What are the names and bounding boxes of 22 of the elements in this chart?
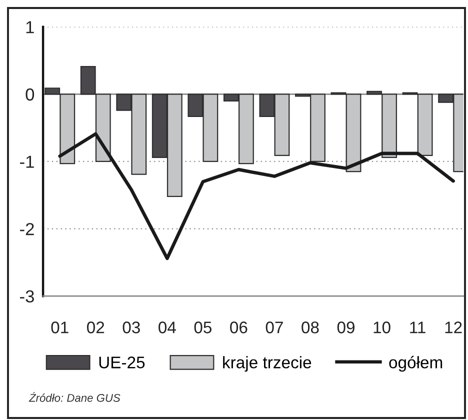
y-tick-label: 1 (26, 21, 34, 34)
x-tick-label: 09 (337, 322, 354, 334)
line-series (58, 132, 455, 260)
y-tick-label: 0 (26, 88, 34, 101)
x-tick-label: 10 (374, 322, 390, 334)
y-tick-label: -2 (20, 222, 34, 236)
x-tick-label: 11 (410, 322, 426, 334)
x-tick-label: 02 (87, 322, 104, 334)
x-tick-label: 06 (230, 322, 248, 334)
legend-label: UE-25 (99, 356, 145, 368)
legend-label: kraje trzecie (223, 356, 312, 372)
x-tick-label: 12 (445, 322, 462, 334)
x-tick-label: 03 (122, 322, 140, 334)
x-tick-label: 08 (302, 322, 319, 334)
text: Źródło: Dane GUS (28, 392, 120, 402)
legend-label: ogółem (389, 356, 442, 372)
x-tick-label: 07 (266, 322, 283, 334)
y-tick-label: -1 (20, 156, 34, 168)
x-tick-label: 05 (194, 322, 212, 334)
y-tick-label: -3 (20, 290, 34, 303)
x-tick-label: 04 (158, 322, 176, 334)
x-tick-label: 01 (51, 322, 68, 334)
